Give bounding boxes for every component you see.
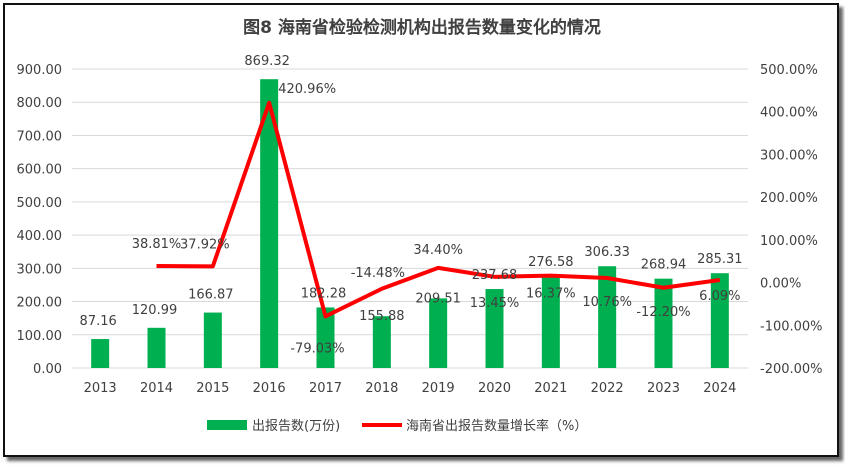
bar (598, 266, 617, 368)
bar (260, 79, 279, 369)
bar (203, 312, 222, 368)
right-tick-label: 100.00% (760, 234, 818, 249)
bar-value-label: 87.16 (80, 314, 117, 329)
line-value-label: 38.81% (132, 237, 182, 252)
left-tick-label: 900.00 (17, 63, 63, 78)
x-tick-label: 2015 (196, 381, 229, 396)
bar-value-label: 306.33 (584, 245, 630, 260)
legend: 出报告数(万份) 海南省出报告数量增长率（%） (207, 418, 587, 434)
x-tick-label: 2016 (253, 381, 286, 396)
x-tick-label: 2020 (478, 381, 511, 396)
left-tick-label: 200.00 (17, 296, 63, 311)
right-tick-label: 400.00% (760, 106, 818, 121)
right-tick-label: 300.00% (760, 148, 818, 163)
line-value-label: 37.92% (180, 237, 230, 252)
bar-value-label: 285.31 (697, 252, 743, 267)
bar-value-label: 166.87 (188, 288, 234, 303)
x-tick-label: 2022 (591, 381, 624, 396)
left-tick-label: 100.00 (17, 329, 63, 344)
line-value-label: 13.45% (470, 296, 520, 311)
line-value-label: 16.37% (526, 287, 576, 302)
right-tick-label: -100.00% (760, 319, 823, 334)
bar (372, 316, 391, 368)
line-value-label: 34.40% (413, 243, 463, 258)
right-tick-label: -200.00% (760, 362, 823, 377)
bar-value-label: 869.32 (244, 54, 290, 69)
x-tick-label: 2013 (84, 381, 117, 396)
line-value-label: -12.20% (636, 305, 690, 320)
left-tick-label: 600.00 (17, 163, 63, 178)
bar (316, 307, 335, 368)
x-tick-label: 2014 (140, 381, 173, 396)
left-tick-label: 400.00 (17, 229, 63, 244)
bar-value-label: 276.58 (528, 255, 574, 270)
chart-frame (3, 3, 839, 457)
legend-bar-label: 出报告数(万份) (252, 419, 340, 434)
growth-line (156, 100, 721, 319)
bar-value-label: 237.68 (472, 268, 518, 283)
x-tick-label: 2021 (534, 381, 567, 396)
x-tick-label: 2017 (309, 381, 342, 396)
right-tick-label: 200.00% (760, 191, 818, 206)
bar (710, 273, 729, 368)
legend-line-label: 海南省出报告数量增长率（%） (406, 418, 587, 434)
line-value-label: 6.09% (699, 289, 740, 304)
legend-bar-swatch (207, 420, 247, 430)
line-value-label: -79.03% (290, 341, 344, 356)
left-tick-label: 800.00 (17, 96, 63, 111)
bar-value-label: 155.88 (359, 309, 405, 324)
line-value-label: 10.76% (582, 295, 632, 310)
left-tick-label: 500.00 (17, 196, 63, 211)
left-tick-label: 0.00 (33, 362, 62, 377)
bar (429, 298, 448, 368)
bar-value-label: 182.28 (301, 286, 347, 301)
bar (541, 276, 560, 368)
x-tick-label: 2024 (703, 381, 736, 396)
chart-title: 图8 海南省检验检测机构出报告数量变化的情况 (243, 17, 601, 38)
bar (91, 339, 110, 368)
right-tick-label: 0.00% (760, 277, 801, 292)
x-tick-label: 2023 (647, 381, 680, 396)
bar (147, 327, 166, 368)
bar-value-label: 209.51 (415, 291, 461, 306)
bar (485, 289, 504, 368)
bar-value-label: 268.94 (641, 258, 687, 273)
bar-value-label: 120.99 (132, 303, 178, 318)
left-tick-label: 700.00 (17, 129, 63, 144)
line-value-label: -14.48% (351, 266, 405, 281)
x-tick-label: 2018 (365, 381, 398, 396)
right-tick-label: 500.00% (760, 63, 818, 78)
left-tick-label: 300.00 (17, 262, 63, 277)
bar (654, 278, 673, 368)
line-value-label: 420.96% (278, 82, 336, 97)
x-tick-label: 2019 (422, 381, 455, 396)
